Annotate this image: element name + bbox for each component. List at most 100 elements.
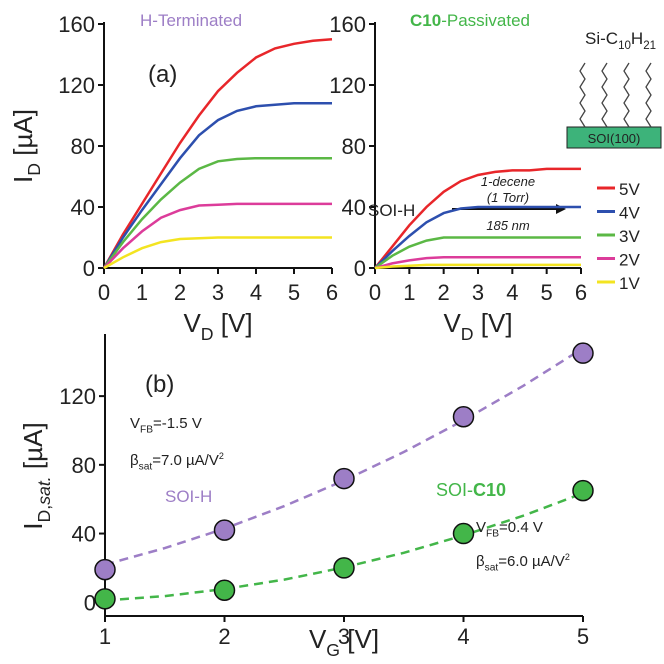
text-part: -Passivated <box>441 11 530 30</box>
x-tick-label: 5 <box>577 624 589 649</box>
text-part: FB <box>486 529 499 540</box>
text-part: V <box>476 519 486 536</box>
legend-label: 1V <box>619 274 640 293</box>
text-part: D <box>461 324 474 344</box>
text-part: I <box>8 176 38 183</box>
x-tick-label: 3 <box>338 624 350 649</box>
inset-molecule: Si-C10H21 <box>585 29 656 52</box>
y-tick-label: 80 <box>72 453 96 478</box>
text-part: FB <box>140 425 153 436</box>
legend-label: 4V <box>619 204 640 223</box>
marker <box>452 522 475 545</box>
inset-start: SOI-H <box>368 201 415 220</box>
legend-label: 5V <box>619 180 640 199</box>
text-part: [V] <box>474 308 513 338</box>
text-part: V <box>130 415 140 432</box>
y-tick-label: 160 <box>329 12 366 37</box>
y-tick-label: 40 <box>72 522 96 547</box>
text-part: =0.4 V <box>499 519 543 536</box>
x-tick-label: 3 <box>472 280 484 305</box>
marker <box>94 558 116 581</box>
x-tick-label: 0 <box>98 280 110 305</box>
inset-condition: 1-decene <box>481 174 535 189</box>
y-tick-label: 120 <box>58 73 95 98</box>
fit-line <box>104 347 584 566</box>
legend-label: 3V <box>619 227 640 246</box>
text-part: 10 <box>618 40 631 52</box>
text-part: sat <box>485 563 499 574</box>
text-part: =-1.5 V <box>153 415 202 432</box>
y-tick-label: 160 <box>58 12 95 37</box>
x-tick-label: 4 <box>506 280 518 305</box>
x-tick-label: 2 <box>174 280 186 305</box>
series-line <box>102 38 333 269</box>
x-tick-label: 1 <box>136 280 148 305</box>
inset-wavelength: 185 nm <box>486 218 530 233</box>
text-part: SOI- <box>436 480 473 500</box>
x-tick-label: 2 <box>218 624 230 649</box>
x-tick-label: 5 <box>288 280 300 305</box>
y-tick-label: 40 <box>71 195 95 220</box>
y-tick-label: 80 <box>342 134 366 159</box>
x-tick-label: 5 <box>541 280 553 305</box>
text-part: SOI-H <box>165 487 212 506</box>
text-part: [µA] <box>8 109 38 163</box>
fit-line <box>104 492 584 602</box>
y-axis-label: ID,sat. [µA] <box>18 422 54 529</box>
arrow-head <box>556 204 566 214</box>
text-part: V <box>443 308 461 338</box>
x-tick-label: 2 <box>438 280 450 305</box>
y-tick-label: 0 <box>84 590 96 615</box>
y-tick-label: 80 <box>71 134 95 159</box>
text-part: H <box>631 29 643 48</box>
text-part: C10 <box>473 480 506 500</box>
text-part: sat <box>139 462 153 473</box>
marker <box>94 588 116 610</box>
text-part: I <box>18 522 48 529</box>
x-tick-label: 0 <box>369 280 381 305</box>
annotation: VFB=0.4 V <box>476 519 543 540</box>
series-line <box>374 236 581 270</box>
x-tick-label: 1 <box>99 624 111 649</box>
text-part: D <box>24 163 44 176</box>
text-part: 2 <box>565 552 570 562</box>
inset-substrate: SOI(100) <box>588 131 641 146</box>
text-part: V <box>309 624 327 654</box>
series-line <box>374 256 581 270</box>
marker <box>452 405 475 428</box>
annotation: βsat=6.0 µA/V2 <box>476 552 570 574</box>
x-tick-label: 3 <box>212 280 224 305</box>
text-part: H-Terminated <box>140 11 242 30</box>
x-tick-label: 6 <box>575 280 587 305</box>
y-tick-label: 0 <box>83 256 95 281</box>
text-part: =6.0 µA/V <box>498 553 565 570</box>
x-tick-label: 6 <box>326 280 338 305</box>
marker <box>213 519 236 541</box>
series-line <box>103 202 332 269</box>
x-tick-label: 4 <box>250 280 262 305</box>
y-tick-label: 40 <box>342 195 366 220</box>
text-part: β <box>130 452 139 469</box>
text-part: V <box>183 308 201 338</box>
x-tick-label: 1 <box>403 280 415 305</box>
text-part: sat. <box>34 476 54 504</box>
x-axis-label: VG [V] <box>309 624 379 659</box>
text-part: [V] <box>340 624 379 654</box>
text-part: β <box>476 553 485 570</box>
y-axis-label: ID [µA] <box>8 109 44 183</box>
text-part: [µA] <box>18 422 48 476</box>
x-axis-label: VD [V] <box>183 308 252 344</box>
annotation: SOI-C10 <box>436 480 506 500</box>
text-part: G <box>326 640 340 659</box>
text-part: 21 <box>643 40 656 52</box>
y-tick-label: 120 <box>329 73 366 98</box>
chart-title: H-Terminated <box>140 11 242 30</box>
series-line <box>102 102 332 269</box>
text-part: C10 <box>410 11 441 30</box>
legend-label: 2V <box>619 251 640 270</box>
panel-label: (b) <box>145 371 174 398</box>
marker <box>333 557 355 579</box>
marker <box>572 342 594 364</box>
x-axis-label: VD [V] <box>443 308 512 344</box>
marker <box>333 467 355 490</box>
